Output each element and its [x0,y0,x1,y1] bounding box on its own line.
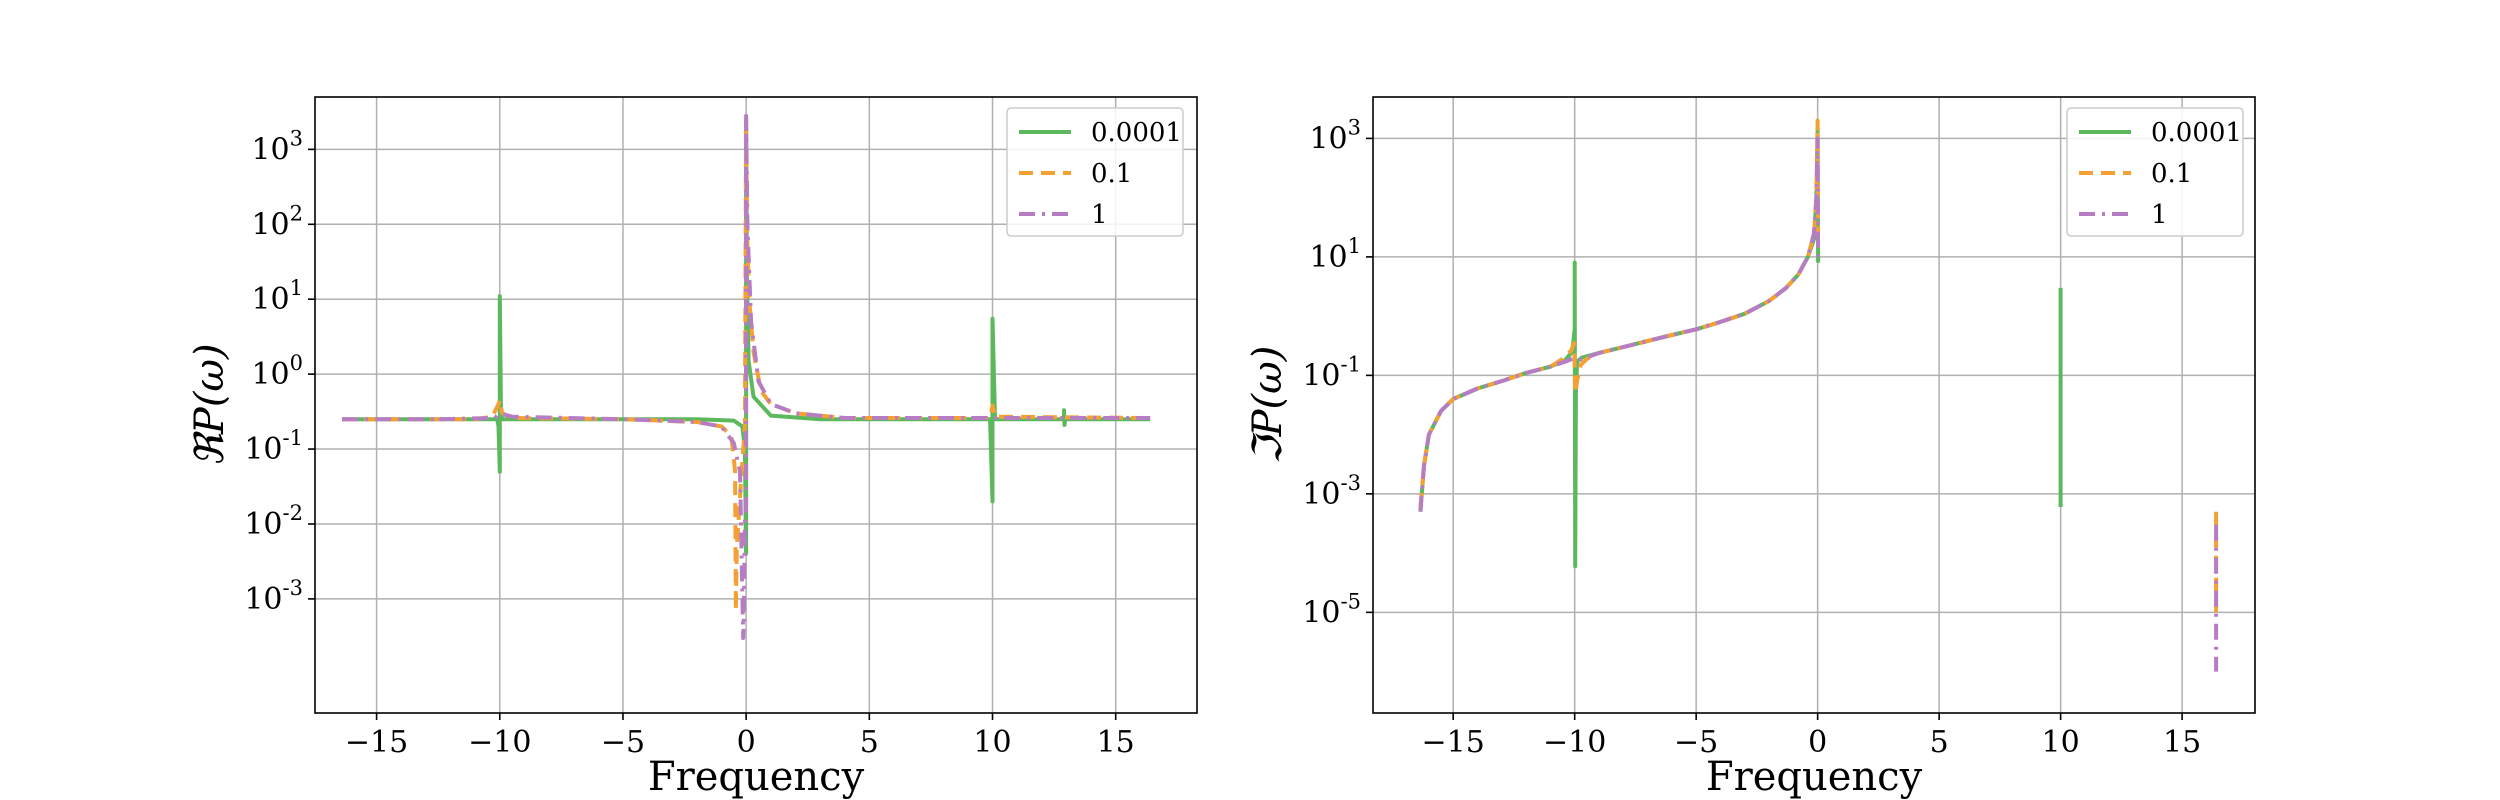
y-tick-label: 10-2 [244,501,303,542]
y-axis-title: ℑP(ω) [1245,346,1291,465]
y-tick-base: 10 [251,207,289,242]
y-tick-label: 10-3 [1302,471,1361,512]
x-tick-label: −10 [1543,725,1606,760]
y-tick-exponent: 3 [290,126,303,150]
y-tick-base: 10 [251,357,289,392]
x-tick-label: 0 [737,725,756,760]
legend-label: 1 [1091,200,1108,230]
y-tick-exponent: 0 [290,351,303,375]
y-tick-base: 10 [1309,240,1347,275]
series-line-1 [342,113,1151,641]
y-axis-title: ℜP(ω) [187,343,233,466]
x-tick-label: 15 [1097,725,1135,760]
y-tick-label: 10-3 [244,576,303,617]
y-tick-base: 10 [244,507,282,542]
x-tick-label: 15 [2163,725,2201,760]
x-axis-title: Frequency [648,754,865,800]
y-tick-label: 102 [251,201,303,242]
y-tick-label: 101 [251,276,303,317]
y-tick-exponent: -3 [283,576,303,600]
y-tick-base: 10 [1302,595,1340,630]
y-tick-exponent: 1 [290,276,303,300]
legend: 0.0001 0.1 1 [1006,107,1184,237]
y-tick-label: 10-5 [1302,589,1361,630]
y-tick-base: 10 [244,432,282,467]
x-tick-label: 5 [1930,725,1949,760]
legend-label: 0.0001 [2151,118,2242,148]
series-line-0.1 [1418,118,1821,508]
axes-frame [1372,96,2256,714]
series-line-1 [1418,136,1821,512]
x-tick-label: 5 [860,725,879,760]
legend-label: 1 [2151,200,2168,230]
y-tick-exponent: 1 [1348,234,1361,258]
y-tick-base: 10 [244,582,282,617]
x-tick-label: −10 [468,725,531,760]
y-tick-base: 10 [1302,477,1340,512]
y-tick-label: 103 [251,126,303,167]
legend-label: 0.0001 [1091,118,1182,148]
x-axis-title: Frequency [1706,754,1923,800]
legend-label: 0.1 [1091,159,1132,189]
y-tick-exponent: -5 [1341,589,1361,613]
y-tick-label: 10-1 [1302,352,1361,393]
y-tick-exponent: 2 [290,201,303,225]
legend-box [2066,107,2244,237]
x-tick-label: −5 [601,725,645,760]
x-tick-label: −5 [1674,725,1718,760]
plot-panel-1: −15 −10 −5 0 5 10 1510-310-210-1100101102103Fr… [187,96,1198,800]
y-tick-base: 10 [1309,121,1347,156]
series-group [342,113,1151,641]
axes-frame [314,96,1198,714]
y-tick-exponent: -2 [283,501,303,525]
plot-panel-2: −15 −10 −5 0 5 10 1510-510-310-1101103Frequenc… [1245,96,2256,800]
x-tick-label: −15 [345,725,408,760]
y-tick-exponent: -1 [1341,352,1361,376]
y-tick-base: 10 [1302,358,1340,393]
series-group [1418,118,2219,672]
y-tick-exponent: -3 [1341,471,1361,495]
legend-label: 0.1 [2151,159,2192,189]
x-tick-label: 10 [973,725,1011,760]
legend: 0.0001 0.1 1 [2066,107,2244,237]
y-tick-base: 10 [251,132,289,167]
y-tick-label: 100 [251,351,303,392]
y-tick-label: 10-1 [244,426,303,467]
x-tick-label: 10 [2042,725,2080,760]
legend-box [1006,107,1184,237]
x-tick-label: 0 [1808,725,1827,760]
y-tick-base: 10 [251,282,289,317]
y-tick-exponent: -1 [283,426,303,450]
y-tick-label: 101 [1309,234,1361,275]
y-tick-exponent: 3 [1348,115,1361,139]
y-tick-label: 103 [1309,115,1361,156]
x-tick-label: −15 [1422,725,1485,760]
